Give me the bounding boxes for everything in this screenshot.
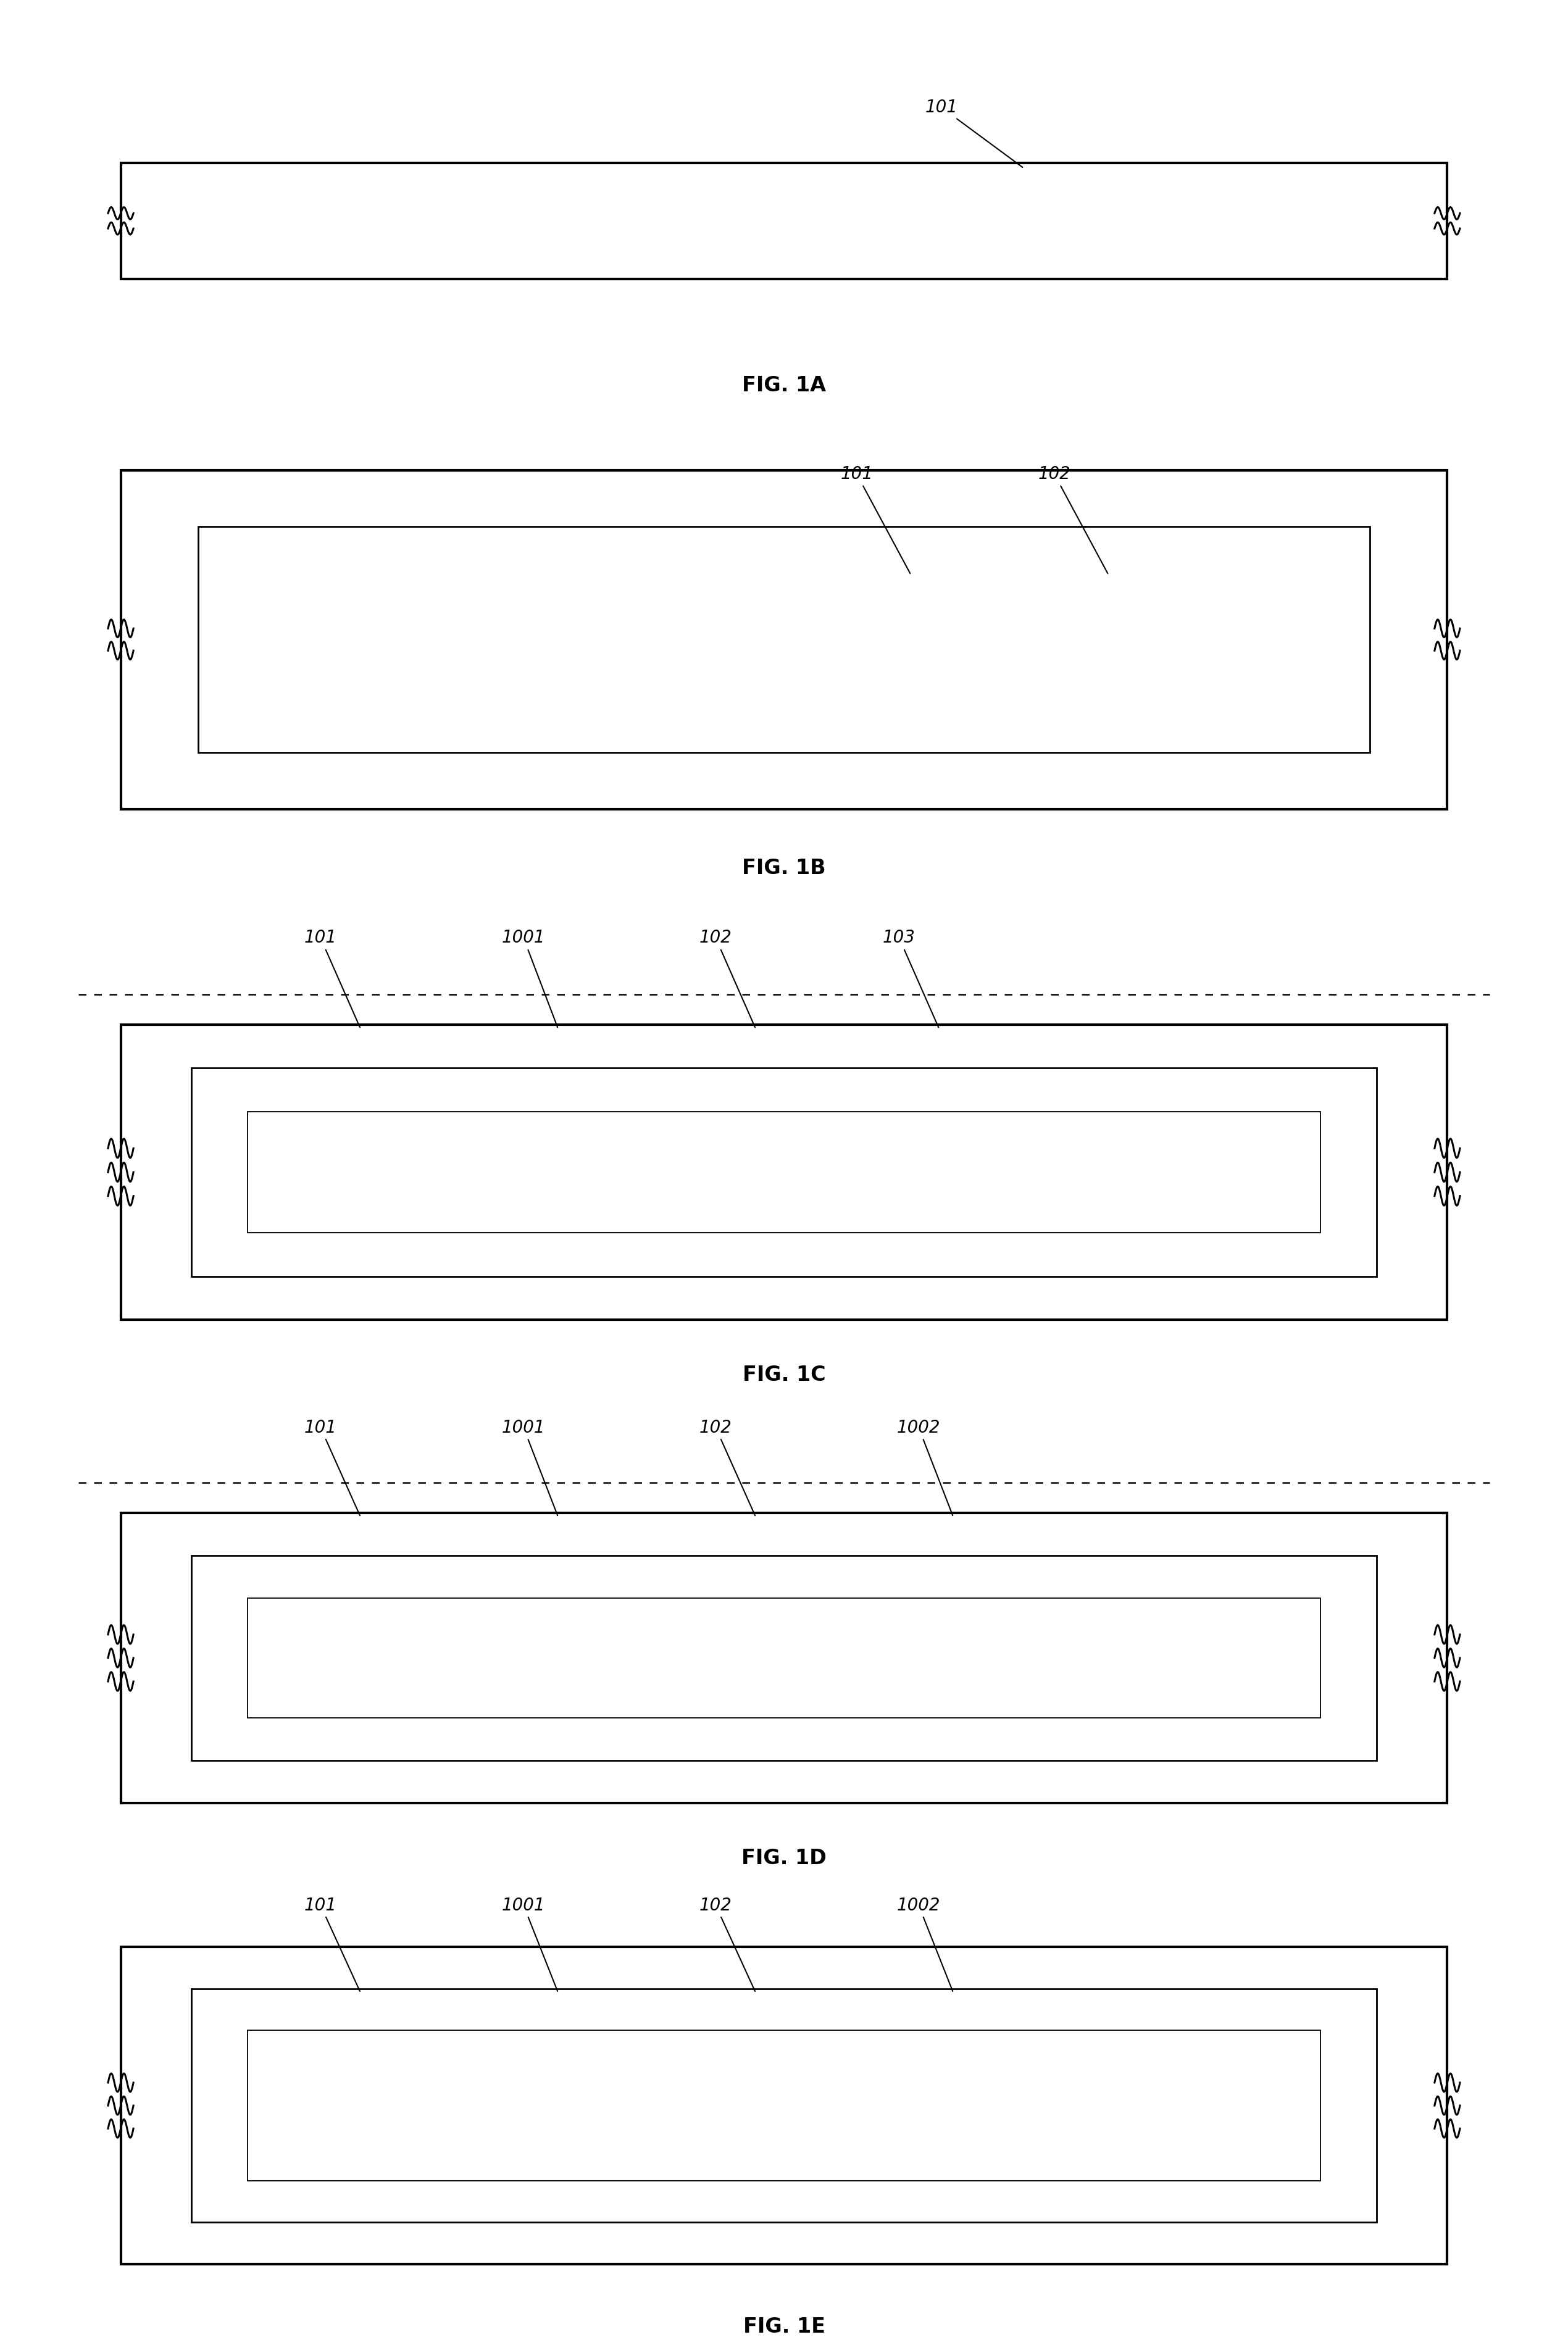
Bar <box>191 1067 1377 1276</box>
Bar <box>121 1513 1447 1803</box>
Text: 102: 102 <box>699 929 756 1027</box>
Text: 101: 101 <box>925 98 1022 166</box>
Text: 103: 103 <box>883 929 939 1027</box>
Text: 1001: 1001 <box>502 1419 558 1515</box>
Text: 101: 101 <box>840 467 909 575</box>
Text: FIG. 1A: FIG. 1A <box>742 375 826 396</box>
Bar <box>248 1599 1320 1717</box>
Text: 101: 101 <box>304 1897 361 1991</box>
Text: 102: 102 <box>699 1897 756 1991</box>
Bar <box>121 1946 1447 2265</box>
Text: 1002: 1002 <box>897 1897 953 1991</box>
Text: 101: 101 <box>304 929 361 1027</box>
Text: 1001: 1001 <box>502 1897 558 1991</box>
Bar <box>191 1989 1377 2223</box>
Bar <box>248 1112 1320 1233</box>
Text: 1002: 1002 <box>897 1419 953 1515</box>
Text: FIG. 1C: FIG. 1C <box>742 1365 826 1386</box>
Text: FIG. 1E: FIG. 1E <box>743 2317 825 2338</box>
Bar <box>198 528 1369 753</box>
Bar <box>191 1555 1377 1761</box>
Text: 101: 101 <box>304 1419 361 1515</box>
Text: FIG. 1D: FIG. 1D <box>742 1848 826 1869</box>
Text: 102: 102 <box>1038 467 1107 575</box>
Bar <box>121 1025 1447 1320</box>
Bar <box>248 2031 1320 2181</box>
Text: 102: 102 <box>699 1419 756 1515</box>
Text: FIG. 1B: FIG. 1B <box>742 858 826 879</box>
Bar <box>121 162 1447 279</box>
Bar <box>121 469 1447 809</box>
Text: 1001: 1001 <box>502 929 558 1027</box>
